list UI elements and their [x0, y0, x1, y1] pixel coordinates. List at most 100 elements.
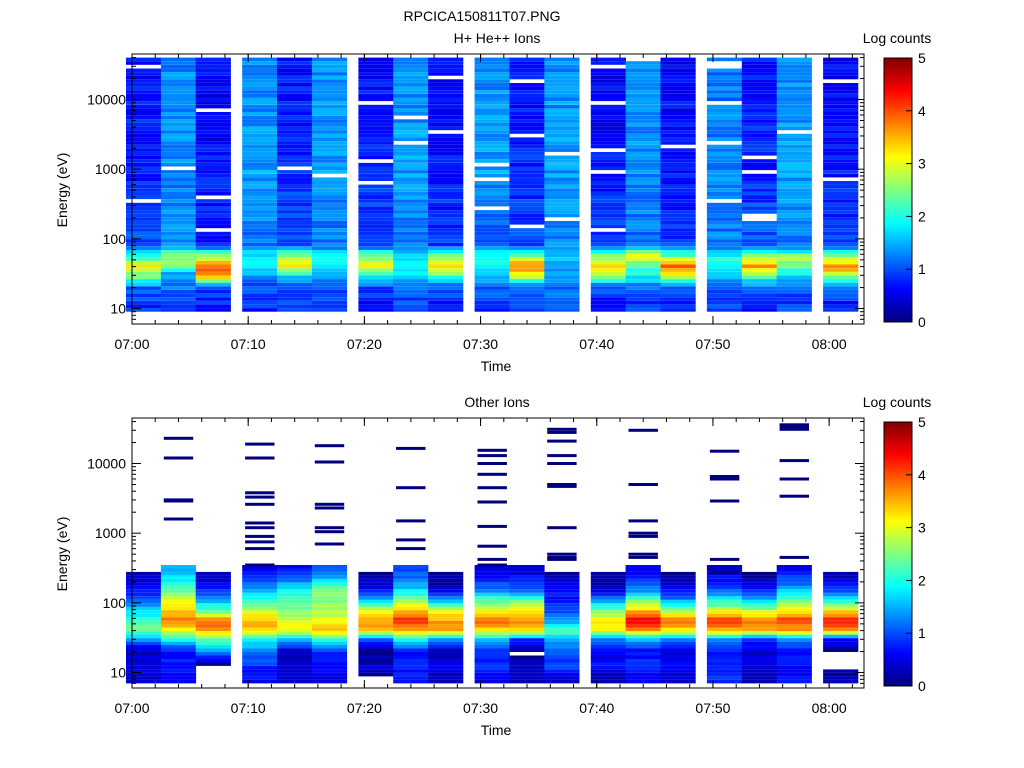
heatmap-cell — [393, 648, 429, 652]
heatmap-cell — [741, 297, 777, 301]
heatmap-cell — [544, 679, 580, 684]
heatmap-cell — [625, 638, 661, 642]
heatmap-cell — [741, 260, 777, 265]
heatmap-cell — [195, 68, 231, 73]
heatmap-cell — [776, 159, 812, 163]
heatmap-cell — [242, 119, 278, 123]
heatmap-cell — [776, 104, 812, 109]
colorbar-tick-label: 5 — [918, 50, 926, 66]
count-line — [709, 449, 740, 453]
heatmap-cell — [776, 606, 812, 611]
heatmap-cell — [428, 578, 464, 583]
heatmap-cell — [393, 304, 429, 309]
heatmap-cell — [393, 264, 429, 269]
heatmap-cell — [126, 217, 162, 221]
heatmap-cell — [823, 224, 859, 229]
heatmap-cell — [823, 119, 859, 123]
heatmap-cell — [590, 571, 626, 576]
heatmap-cell — [428, 613, 464, 618]
heatmap-cell — [660, 679, 696, 684]
heatmap-cell — [242, 655, 278, 659]
heatmap-cell — [741, 239, 777, 243]
heatmap-cell — [741, 676, 777, 680]
heatmap-cell — [242, 101, 278, 105]
heatmap-cell — [126, 83, 162, 87]
heatmap-cell — [126, 617, 162, 621]
heatmap-cell — [358, 83, 394, 87]
heatmap-cell — [590, 282, 626, 287]
heatmap-cell — [509, 676, 545, 680]
heatmap-cell — [660, 617, 696, 621]
heatmap-cell — [706, 93, 743, 98]
heatmap-cell — [706, 575, 743, 579]
heatmap-cell — [195, 231, 231, 236]
heatmap-cell — [625, 250, 661, 254]
heatmap-cell — [428, 603, 464, 607]
heatmap-cell — [428, 250, 464, 254]
heatmap-cell — [474, 202, 510, 207]
heatmap-cell — [277, 148, 313, 152]
heatmap-cell — [126, 188, 162, 192]
heatmap-cell — [126, 155, 162, 160]
heatmap-cell — [660, 578, 696, 583]
heatmap-cell — [428, 631, 464, 635]
heatmap-cell — [625, 188, 661, 192]
heatmap-cell — [242, 652, 278, 656]
heatmap-cell — [544, 242, 580, 247]
heatmap-cell — [544, 162, 580, 167]
heatmap-cell — [311, 170, 348, 174]
heatmap-cell — [776, 75, 812, 80]
heatmap-cell — [625, 126, 661, 131]
heatmap-cell — [358, 578, 394, 583]
heatmap-cell — [195, 641, 231, 646]
heatmap-cell — [160, 297, 197, 301]
heatmap-cell — [311, 655, 348, 659]
count-line — [396, 547, 426, 551]
heatmap-cell — [706, 603, 743, 607]
heatmap-cell — [706, 257, 743, 261]
heatmap-cell — [160, 191, 197, 196]
count-line — [547, 462, 577, 465]
heatmap-cell — [242, 613, 278, 618]
heatmap-cell — [311, 97, 348, 102]
heatmap-cell — [160, 669, 197, 673]
heatmap-cell — [393, 122, 429, 127]
heatmap-cell — [625, 571, 661, 576]
heatmap-cell — [242, 250, 278, 254]
heatmap-cell — [277, 596, 313, 600]
heatmap-cell — [358, 669, 394, 673]
heatmap-cell — [741, 679, 777, 684]
heatmap-cell — [428, 206, 464, 210]
count-line — [477, 544, 507, 548]
heatmap-cell — [660, 268, 696, 272]
heatmap-cell — [160, 101, 197, 105]
heatmap-cell — [474, 592, 510, 597]
heatmap-cell — [311, 177, 348, 181]
heatmap-cell — [625, 133, 661, 138]
heatmap-cell — [195, 90, 231, 94]
heatmap-cell — [544, 257, 580, 261]
heatmap-cell — [590, 264, 626, 269]
heatmap-cell — [776, 152, 812, 156]
heatmap-cell — [474, 97, 510, 102]
heatmap-cell — [242, 578, 278, 583]
heatmap-cell — [393, 279, 429, 283]
y-tick-label: 100 — [103, 595, 127, 611]
heatmap-cell — [277, 293, 313, 298]
heatmap-cell — [776, 148, 812, 152]
heatmap-cell — [741, 582, 777, 586]
heatmap-cell — [776, 93, 812, 98]
heatmap-cell — [126, 610, 162, 614]
heatmap-cell — [625, 257, 661, 261]
heatmap-cell — [706, 275, 743, 279]
heatmap-cell — [195, 627, 231, 632]
heatmap-cell — [590, 202, 626, 207]
heatmap-cell — [160, 645, 197, 649]
heatmap-cell — [242, 83, 278, 87]
heatmap-cell — [358, 202, 394, 207]
heatmap-cell — [393, 93, 429, 98]
heatmap-cell — [277, 141, 313, 145]
heatmap-cell — [741, 112, 777, 116]
heatmap-cell — [741, 631, 777, 635]
heatmap-cell — [706, 159, 743, 163]
